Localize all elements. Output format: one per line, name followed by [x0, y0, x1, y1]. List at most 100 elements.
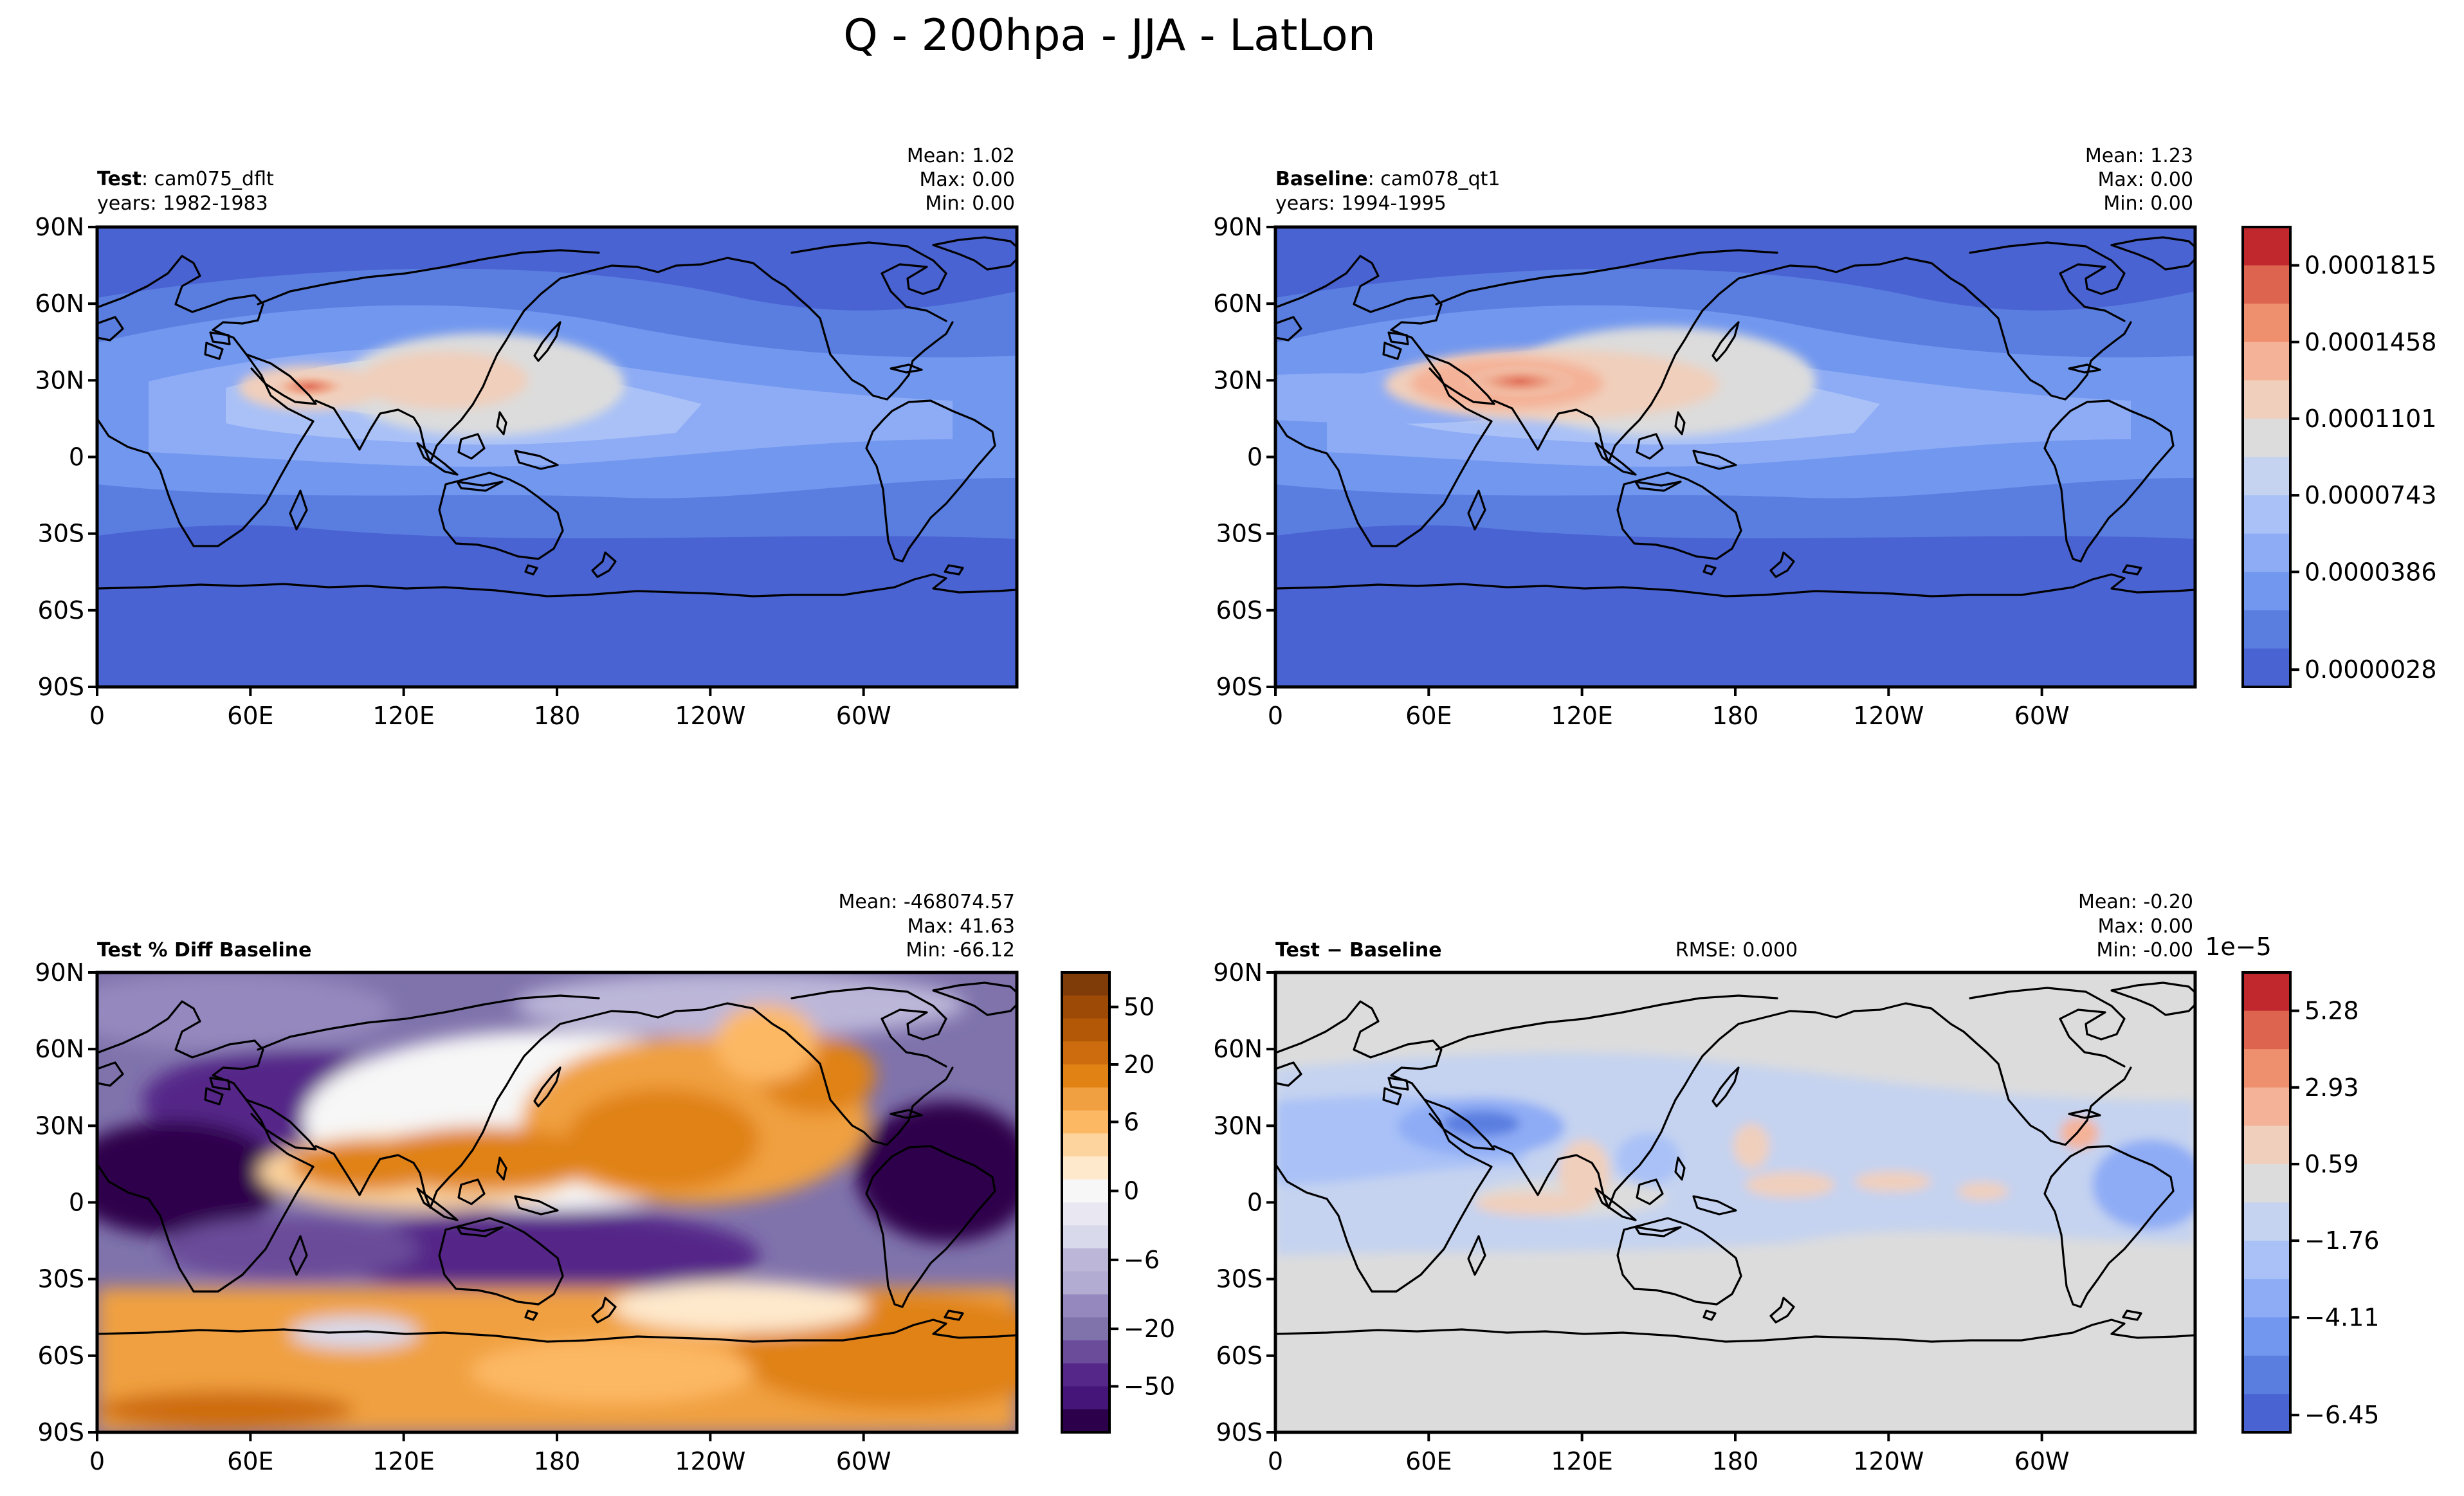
colorbar-swatch: [1062, 1156, 1109, 1180]
lon-tick-label: 60W: [2014, 702, 2070, 730]
lat-tick-label: 30N: [35, 366, 84, 394]
panel-test-mean: Mean: 1.02: [907, 145, 1015, 167]
panel-diff: Test − Baseline RMSE: 0.000 Mean: -0.20 …: [1273, 891, 2197, 1434]
panel-diff-mean: Mean: -0.20: [2078, 891, 2193, 913]
colorbar-tick-label: −4.11: [2304, 1303, 2379, 1331]
colorbar-swatch: [2243, 457, 2290, 496]
colorbar-swatch: [1062, 1409, 1109, 1433]
lat-tick-label: 60S: [38, 1342, 84, 1370]
panel-test-label: Test: cam075_dflt: [97, 168, 274, 190]
panel-test-label-bold: Test: [97, 168, 141, 190]
panel-baseline-years: years: 1994-1995: [1275, 192, 1446, 215]
colorbar-swatch: [1062, 1386, 1109, 1410]
colorbar-swatch: [1062, 1202, 1109, 1226]
colorbar-tick-label: 2.93: [2304, 1073, 2359, 1102]
colorbar-tick-label: 0.0001458: [2304, 328, 2437, 356]
lat-tick-label: 90S: [1216, 673, 1263, 701]
panel-diff-map: [1275, 972, 2195, 1432]
panel-baseline-mean: Mean: 1.23: [2085, 145, 2193, 167]
colorbar-swatch: [2243, 1279, 2290, 1318]
lat-tick-label: 60N: [35, 289, 84, 318]
colorbar-diff: 5.28 2.93 0.59 −1.76 −4.11 −6.45: [2241, 971, 2379, 1434]
panel-baseline-label: Baseline: cam078_qt1: [1275, 168, 1501, 190]
panel-test-min: Min: 0.00: [925, 192, 1015, 215]
colorbar-swatch: [1062, 1363, 1109, 1387]
lat-tick-label: 30S: [38, 520, 84, 548]
colorbar-tick-label: 50: [1124, 993, 1154, 1021]
lat-tick-label: 30S: [38, 1265, 84, 1293]
colorbar-swatch: [2243, 495, 2290, 534]
colorbar-swatch: [1062, 1317, 1109, 1341]
lat-tick-label: 90S: [38, 1418, 84, 1446]
panel-baseline-label-rest: : cam078_qt1: [1368, 168, 1501, 190]
panel-test-map: [97, 227, 1017, 687]
colorbar-tick-label: 0.59: [2304, 1150, 2359, 1178]
colorbar-tick-label: −50: [1124, 1373, 1175, 1401]
panel-test: Test: cam075_dflt years: 1982-1983 Mean:…: [95, 145, 1019, 689]
colorbar-swatch: [2243, 1126, 2290, 1165]
panel-baseline-min: Min: 0.00: [2103, 192, 2193, 215]
colorbar-swatch: [1062, 995, 1109, 1019]
colorbar-swatch: [2243, 972, 2290, 1012]
colorbar-swatch: [1062, 1340, 1109, 1364]
lon-tick-label: 60E: [1405, 1447, 1452, 1475]
panel-diff-min: Min: -0.00: [2097, 939, 2194, 962]
lon-tick-label: 60E: [227, 1447, 273, 1475]
colorbar-swatch: [2243, 342, 2290, 381]
lat-tick-label: 30N: [1213, 1111, 1263, 1140]
lat-tick-label: 60S: [38, 596, 84, 625]
colorbar-swatch: [1062, 1179, 1109, 1203]
lat-tick-label: 0: [1247, 1189, 1263, 1217]
lon-tick-label: 180: [1712, 1447, 1759, 1475]
lon-tick-label: 120E: [1551, 1447, 1613, 1475]
colorbar-swatch: [2243, 1163, 2290, 1203]
colorbar-swatch: [2243, 1049, 2290, 1088]
lon-tick-label: 120E: [1551, 702, 1613, 730]
colorbar-swatch: [1062, 1248, 1109, 1272]
lat-tick-label: 0: [69, 1189, 84, 1217]
colorbar-tick-label: −1.76: [2304, 1227, 2379, 1255]
lat-tick-label: 60S: [1216, 1342, 1263, 1370]
colorbar-swatch: [2243, 1202, 2290, 1241]
lat-tick-label: 0: [1247, 443, 1263, 471]
lon-tick-label: 180: [534, 1447, 581, 1475]
colorbar-tick-label: 0.0000743: [2304, 481, 2437, 509]
lat-tick-label: 90S: [38, 673, 84, 701]
lat-tick-label: 30S: [1216, 520, 1263, 548]
colorbar-swatch: [2243, 648, 2290, 688]
lat-tick-label: 90N: [35, 958, 84, 987]
colorbar-swatch: [1062, 1041, 1109, 1065]
colorbar-swatch: [1062, 1294, 1109, 1318]
panel-baseline-max: Max: 0.00: [2098, 169, 2193, 191]
colorbar-swatch: [2243, 533, 2290, 572]
colorbar-swatch: [1062, 1018, 1109, 1042]
lat-tick-label: 60N: [1213, 289, 1263, 318]
colorbar-swatch: [1062, 1225, 1109, 1249]
colorbar-pctdiff: 50 20 6 0 −6 −20 −50: [1061, 971, 1175, 1434]
lon-tick-label: 60E: [1405, 702, 1452, 730]
panel-baseline: Baseline: cam078_qt1 years: 1994-1995 Me…: [1273, 145, 2197, 689]
lon-tick-label: 180: [1712, 702, 1759, 730]
lat-tick-label: 60S: [1216, 596, 1263, 625]
colorbar-swatch: [1062, 1271, 1109, 1295]
colorbar-field: 0.0001815 0.0001458 0.0001101 0.0000743 0.00…: [2241, 226, 2437, 688]
lon-tick-label: 60W: [836, 702, 891, 730]
lon-tick-label: 0: [89, 702, 105, 730]
lon-tick-label: 120W: [675, 1447, 745, 1475]
colorbar-swatch: [2243, 1394, 2290, 1433]
panel-test-max: Max: 0.00: [920, 169, 1015, 191]
colorbar-tick-label: −20: [1124, 1315, 1175, 1343]
lon-tick-label: 120W: [1853, 1447, 1924, 1475]
panel-pctdiff-map: [97, 972, 1017, 1432]
panel-pctdiff-min: Min: -66.12: [906, 939, 1015, 962]
panel-pctdiff-mean: Mean: -468074.57: [839, 891, 1015, 913]
colorbar-tick-label: 0.0001101: [2304, 405, 2437, 433]
lon-tick-label: 0: [89, 1447, 105, 1475]
colorbar-swatch: [1062, 1133, 1109, 1157]
lat-tick-label: 60N: [1213, 1035, 1263, 1063]
colorbar-swatch: [2243, 265, 2290, 304]
colorbar-swatch: [1062, 972, 1109, 996]
figure-title: Q - 200hpa - JJA - LatLon: [843, 10, 1376, 61]
